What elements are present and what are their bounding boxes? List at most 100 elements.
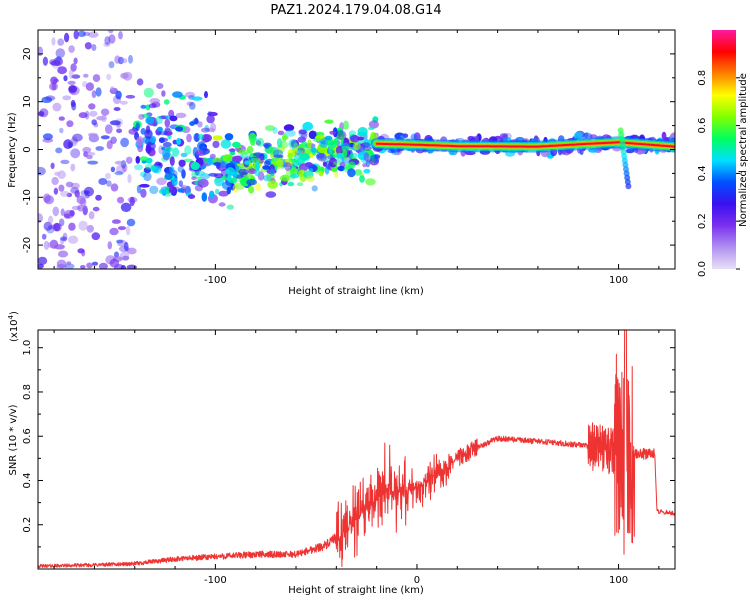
spectrogram-blob xyxy=(71,101,77,111)
spectrogram-blob xyxy=(38,256,48,265)
figure-title: PAZ1.2024.179.04.08.G14 xyxy=(270,3,441,18)
spectrogram-blob xyxy=(51,37,56,46)
spectrogram-blob xyxy=(265,125,275,132)
spectrogram-blob xyxy=(135,156,141,164)
spectrogram-blob xyxy=(324,119,334,124)
spectrogram-blob xyxy=(192,118,200,125)
spectrogram-blob xyxy=(68,69,74,80)
spectrogram-blob xyxy=(78,220,88,231)
spectrogram-blob xyxy=(116,239,124,244)
spectrogram-blob xyxy=(53,244,65,250)
spectrogram-blob xyxy=(178,159,186,167)
y-tick-label: 0 xyxy=(22,146,33,152)
spectrogram-x-label: Height of straight line (km) xyxy=(288,286,424,297)
snr-panel: -100 0 100 0.2 0.4 0.6 0.8 1.0 Height of straig… xyxy=(7,311,676,596)
snr-series-line xyxy=(38,330,675,569)
spectrogram-blob xyxy=(138,113,145,120)
spectrogram-blob xyxy=(126,247,137,255)
spectrogram-blob xyxy=(106,73,112,81)
spectrogram-blob xyxy=(110,183,119,192)
spectrogram-blob xyxy=(225,167,235,176)
spectrogram-blob xyxy=(57,170,66,180)
spectrogram-blob xyxy=(209,190,215,199)
spectrogram-blob xyxy=(363,152,370,162)
spectrogram-blob xyxy=(222,175,227,181)
spectrogram-blob xyxy=(228,148,236,153)
spectrogram-blob xyxy=(68,222,76,231)
spectrogram-blob xyxy=(64,32,70,43)
spectrogram-blob xyxy=(95,194,102,201)
y-tick-label: -20 xyxy=(22,237,33,253)
spectrogram-blob xyxy=(302,121,314,131)
spectrogram-blob xyxy=(231,176,237,185)
spectrogram-blob xyxy=(56,264,67,269)
spectrogram-blob xyxy=(248,132,257,143)
spectrogram-blob xyxy=(117,56,124,65)
spectrogram-blob xyxy=(262,165,270,170)
spectrogram-blob xyxy=(169,156,175,167)
spectrogram-blob xyxy=(156,126,163,132)
spectrogram-blob xyxy=(177,188,185,193)
spectrogram-blob xyxy=(213,162,221,166)
spectrogram-blob xyxy=(77,30,86,37)
spectrogram-blob xyxy=(72,133,83,142)
spectrogram-blob xyxy=(117,226,127,231)
spectrogram-blob xyxy=(140,104,147,109)
colorbar-tick-label: 0.2 xyxy=(697,213,708,229)
spectrogram-blob xyxy=(172,91,183,98)
spectrogram-blob xyxy=(220,139,232,149)
spectrogram-blob xyxy=(311,147,317,155)
spectrogram-blob xyxy=(218,202,226,207)
spectrogram-blob xyxy=(226,204,234,210)
y-tick-label: 1.0 xyxy=(22,340,33,356)
spectrogram-blob xyxy=(369,154,380,163)
spectrogram-blob xyxy=(120,137,129,148)
spectrogram-blob xyxy=(197,141,206,151)
spectrogram-blob xyxy=(163,99,170,105)
spectrogram-blob xyxy=(73,57,78,65)
spectrogram-blob xyxy=(272,127,278,134)
spectrogram-blob xyxy=(129,196,135,207)
spectrogram-blob xyxy=(145,116,155,125)
spectrogram-blob xyxy=(169,115,178,122)
spectrogram-blob xyxy=(67,80,76,85)
spectrogram-blob xyxy=(283,124,295,132)
spectrogram-blob xyxy=(177,165,184,173)
spectrogram-blob xyxy=(281,174,290,181)
spectrogram-blob xyxy=(187,194,196,200)
spectrogram-blob xyxy=(114,251,119,258)
spectrogram-blob xyxy=(164,118,171,128)
spectrogram-blob xyxy=(85,82,94,91)
spectrogram-blob xyxy=(82,205,88,216)
spectrogram-blob xyxy=(232,155,243,162)
spectrogram-blob xyxy=(41,96,53,104)
spectrogram-blob xyxy=(71,205,81,211)
spectrogram-blob xyxy=(328,157,338,168)
spectrogram-blob xyxy=(74,190,80,198)
spectrogram-blob xyxy=(265,191,277,198)
x-tick-label: -100 xyxy=(204,275,227,286)
spectrogram-blob xyxy=(82,146,92,154)
spectrogram-blob xyxy=(38,263,44,269)
spectrogram-blob xyxy=(53,222,61,232)
spectrogram-blob xyxy=(341,145,350,152)
spectrogram-blob xyxy=(254,169,261,177)
spectrogram-blob xyxy=(50,76,58,85)
spectrogram-blob xyxy=(315,153,327,161)
spectrogram-blob xyxy=(100,108,110,116)
spectrogram-blob xyxy=(162,141,172,148)
x-tick-label: 100 xyxy=(609,275,628,286)
spectrogram-blob xyxy=(127,173,132,184)
spectrogram-blob xyxy=(100,114,107,122)
spectrogram-blob xyxy=(311,185,318,192)
spectrogram-blob xyxy=(128,54,133,64)
spectrogram-blob xyxy=(56,259,67,269)
spectrogram-blob xyxy=(204,91,208,99)
spectrogram-blob xyxy=(106,180,112,187)
colorbar: 0.0 0.2 0.4 0.6 0.8 Normalized spectral ampl… xyxy=(697,30,749,277)
spectrogram-blob xyxy=(126,218,136,227)
spectrogram-blob xyxy=(502,134,508,141)
spectrogram-blob xyxy=(114,160,125,165)
spectrogram-blob xyxy=(272,149,284,157)
